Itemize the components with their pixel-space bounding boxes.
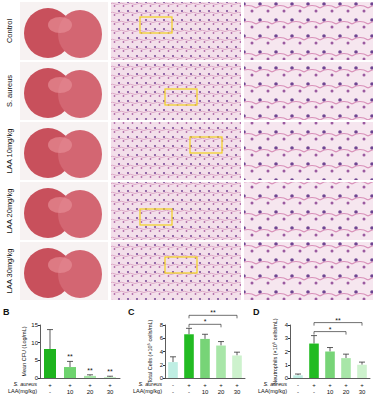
svg-text:Mean CFU (Log/mL): Mean CFU (Log/mL) — [21, 326, 27, 376]
svg-text:**: ** — [67, 353, 73, 360]
svg-text:LAA 20mg/kg: LAA 20mg/kg — [5, 189, 14, 234]
svg-text:*: * — [204, 318, 207, 325]
svg-text:0: 0 — [285, 375, 289, 381]
svg-text:10: 10 — [327, 389, 334, 395]
svg-text:+: + — [344, 382, 348, 388]
svg-text:-: - — [172, 382, 174, 388]
svg-text:8: 8 — [160, 322, 164, 328]
svg-text:S. aureus: S. aureus — [138, 381, 162, 387]
svg-text:+: + — [203, 382, 207, 388]
svg-text:4: 4 — [285, 322, 289, 328]
svg-text:-: - — [313, 389, 315, 395]
svg-text:Neutrophils (×10⁵ cells/mL): Neutrophils (×10⁵ cells/mL) — [272, 318, 278, 384]
svg-text:4: 4 — [160, 349, 164, 355]
svg-text:+: + — [48, 382, 52, 388]
svg-text:20: 20 — [218, 389, 225, 395]
svg-text:**: ** — [87, 367, 93, 374]
svg-text:-: - — [297, 382, 299, 388]
svg-text:2: 2 — [160, 362, 164, 368]
svg-text:20: 20 — [343, 389, 350, 395]
svg-text:6: 6 — [160, 335, 164, 341]
svg-text:**: ** — [107, 368, 113, 375]
svg-text:10: 10 — [67, 389, 74, 395]
svg-text:+: + — [68, 382, 72, 388]
svg-text:+: + — [108, 382, 112, 388]
svg-text:10: 10 — [202, 389, 209, 395]
svg-text:1: 1 — [285, 362, 289, 368]
svg-text:30: 30 — [107, 389, 114, 395]
svg-text:+: + — [235, 382, 239, 388]
svg-text:D: D — [253, 307, 260, 317]
svg-text:+: + — [360, 382, 364, 388]
svg-text:LAA 10mg/kg: LAA 10mg/kg — [5, 129, 14, 174]
svg-text:15: 15 — [31, 322, 38, 328]
svg-text:**: ** — [335, 317, 341, 324]
svg-text:B: B — [3, 307, 10, 317]
svg-text:*: * — [329, 326, 332, 333]
svg-text:3: 3 — [285, 335, 289, 341]
svg-text:-: - — [49, 389, 51, 395]
svg-text:+: + — [88, 382, 92, 388]
svg-text:S. aureus: S. aureus — [263, 381, 287, 387]
svg-text:2: 2 — [285, 349, 289, 355]
svg-text:Control: Control — [5, 19, 14, 44]
svg-text:LAA(mg/kg): LAA(mg/kg) — [133, 388, 162, 394]
svg-text:20: 20 — [87, 389, 94, 395]
svg-text:LAA(mg/kg): LAA(mg/kg) — [258, 388, 287, 394]
svg-text:S. aureus: S. aureus — [13, 381, 37, 387]
svg-text:+: + — [312, 382, 316, 388]
svg-text:0: 0 — [35, 375, 39, 381]
svg-text:+: + — [328, 382, 332, 388]
svg-text:Total Cells (×10⁵ cells/mL): Total Cells (×10⁵ cells/mL) — [147, 319, 153, 383]
svg-text:-: - — [188, 389, 190, 395]
svg-text:LAA 30mg/kg: LAA 30mg/kg — [5, 249, 14, 294]
svg-text:-: - — [297, 389, 299, 395]
svg-text:**: ** — [210, 309, 216, 316]
svg-text:-: - — [172, 389, 174, 395]
svg-text:LAA(mg/kg): LAA(mg/kg) — [8, 388, 37, 394]
svg-text:0: 0 — [160, 375, 164, 381]
svg-text:30: 30 — [234, 389, 241, 395]
svg-text:5: 5 — [35, 357, 39, 363]
svg-text:C: C — [128, 307, 135, 317]
svg-text:30: 30 — [359, 389, 366, 395]
svg-text:+: + — [219, 382, 223, 388]
svg-text:S. aureus: S. aureus — [5, 75, 14, 107]
svg-text:+: + — [187, 382, 191, 388]
svg-text:10: 10 — [31, 340, 38, 346]
